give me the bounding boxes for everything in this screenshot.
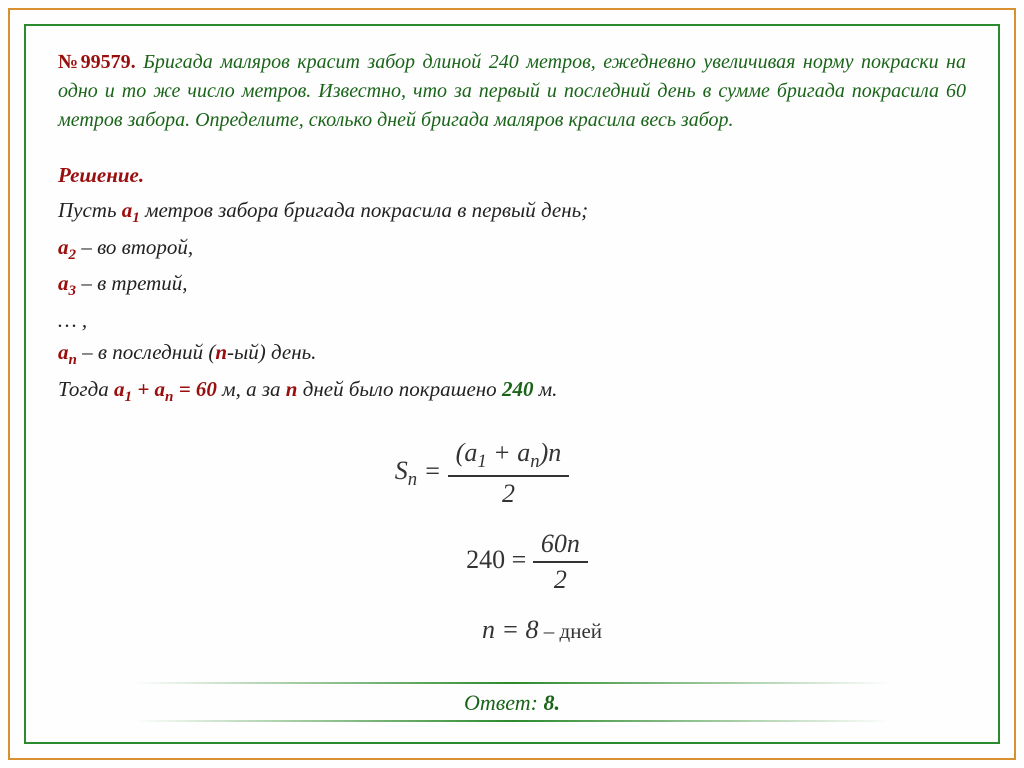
answer-bar: Ответ: 8. [26,678,998,728]
solution-line-1: Пусть a1 метров забора бригада покрасила… [58,194,966,231]
tail2b: м. [533,377,557,401]
var-a1: a1 [122,198,140,222]
solution-line-3: a3 – в третий, [58,267,966,304]
frac2-den: 2 [533,563,588,595]
tail2a: дней было покрашено [297,377,501,401]
line2-tail: – во второй, [76,235,193,259]
var-a3: a3 [58,271,76,295]
unit-m: м [217,377,236,401]
var-a2: a2 [58,235,76,259]
an-tail-a: – в последний ( [77,340,215,364]
frac1-den: 2 [448,477,570,509]
eq2-lhs: 240 = [466,545,533,574]
f-plus: + [487,438,518,467]
eq3: n = 8 [482,615,539,644]
f-an: an [517,438,539,467]
formula-block: Sn = (a1 + an)n 2 240 = 60n 2 n = 8 – дн… [58,428,966,655]
solution-line-an: an – в последний (n-ый) день. [58,336,966,373]
Sn: Sn [395,456,417,485]
formula-sn: Sn = (a1 + an)n 2 [395,438,570,509]
solution-line-then: Тогда a1 + an = 60 м, а за n дней было п… [58,373,966,410]
total-240: 240 [502,377,534,401]
answer-value: 8. [544,690,561,715]
answer-label: Ответ: [464,690,544,715]
problem-text: №99579. Бригада маляров красит забор дли… [58,48,966,135]
problem-number: №99579. [58,51,136,73]
fraction-1: (a1 + an)n 2 [448,438,570,509]
divider-bottom [133,720,891,722]
solution-line-2: a2 – во второй, [58,231,966,268]
eq-plus: + [132,377,154,401]
line1-tail: метров забора бригада покрасила в первый… [140,198,588,222]
n-label: n [215,340,227,364]
frac2-top: 60n [533,529,588,563]
eq-60: = 60 [173,377,216,401]
f-n: n [548,438,561,467]
var-an: an [58,340,77,364]
inner-frame: №99579. Бригада маляров красит забор дли… [24,24,1000,744]
eq-sign: = [424,456,448,485]
solution-title: Решение. [58,163,966,188]
problem-seg1: Бригада маляров красит забор длиной [136,51,489,73]
eq-an: an [155,377,174,401]
problem-length: 240 [489,51,519,73]
then-prefix: Тогда [58,377,114,401]
f-a1: a1 [464,438,486,467]
text-let: Пусть [58,198,122,222]
outer-frame: №99579. Бригада маляров красит забор дли… [8,8,1016,760]
line3-tail: – в третий, [76,271,188,295]
frac1-top: (a1 + an)n [448,438,570,477]
fraction-2: 60n 2 [533,529,588,595]
formula-n8: n = 8 – дней [482,615,602,645]
divider-top [133,682,891,684]
n2: n [286,377,298,401]
formula-240: 240 = 60n 2 [466,529,588,595]
problem-sum: 60 [946,80,966,102]
solution-line-dots: … , [58,304,966,337]
an-tail-b: -ый) день. [227,340,316,364]
mid: , а за [236,377,286,401]
problem-seg3: метров забора. Определите, сколько дней … [58,109,734,131]
eq-a1: a1 [114,377,132,401]
eq3-tail: – дней [539,619,602,643]
